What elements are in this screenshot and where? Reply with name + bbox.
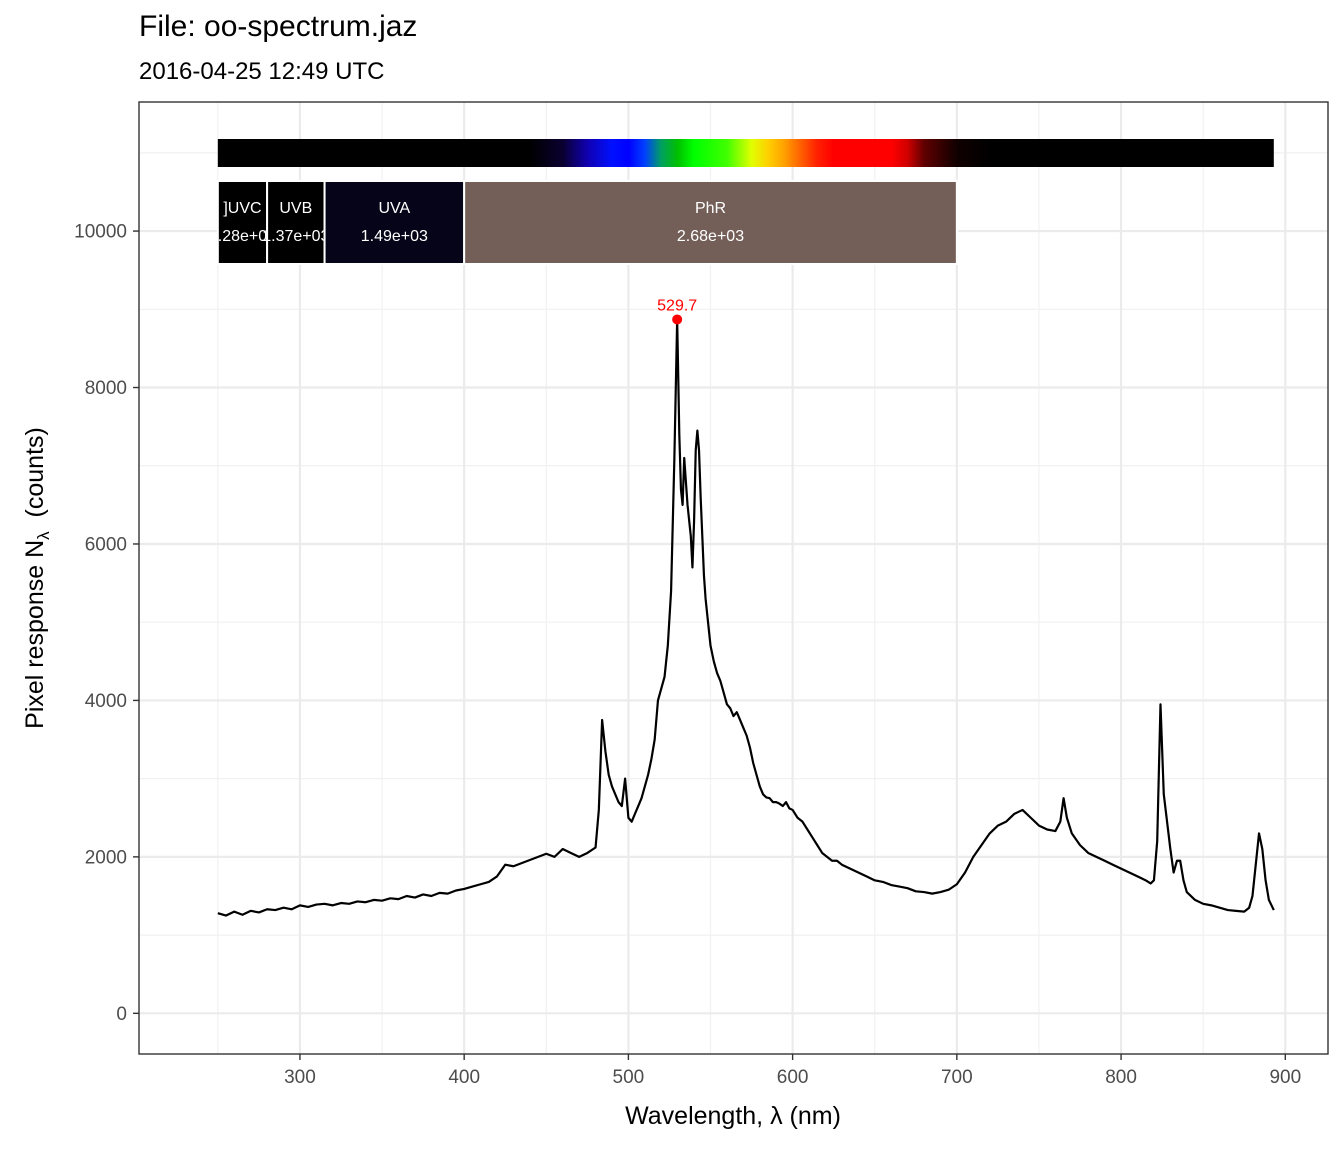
band-value-uva: 1.49e+03 bbox=[361, 228, 428, 245]
band-value-uvb: 1.37e+03 bbox=[262, 228, 329, 245]
y-tick-label: 6000 bbox=[85, 534, 127, 555]
visible-spectrum-bar bbox=[217, 139, 1274, 167]
x-tick-label: 500 bbox=[613, 1067, 645, 1088]
x-tick-label: 300 bbox=[284, 1067, 316, 1088]
band-label-uva: UVA bbox=[379, 200, 411, 217]
waveband-boxes: ]UVC .28e+0 UVB 1.37e+03 UVA 1.49e+03 PhR 2.68e… bbox=[216, 180, 958, 265]
y-axis-title-subscript: λ bbox=[34, 531, 53, 540]
y-tick-label: 10000 bbox=[74, 222, 127, 243]
band-box-uva bbox=[323, 180, 466, 265]
series-layer bbox=[217, 318, 1275, 917]
band-box-uvb bbox=[266, 180, 326, 265]
peak-point bbox=[672, 314, 683, 325]
y-axis-title-unit: (counts) bbox=[21, 427, 49, 531]
x-axis-title: Wavelength, λ (nm) bbox=[625, 1102, 841, 1130]
y-axis: 0 2000 4000 6000 8000 10000 bbox=[74, 222, 139, 1025]
y-tick-label: 8000 bbox=[85, 378, 127, 399]
y-axis-title-main: Pixel response N bbox=[21, 540, 49, 729]
band-label-uvb: UVB bbox=[279, 200, 312, 217]
peak-layer: 529.7 bbox=[657, 297, 697, 325]
chart-subtitle: 2016-04-25 12:49 UTC bbox=[139, 58, 385, 85]
x-tick-label: 800 bbox=[1105, 1067, 1137, 1088]
y-tick-label: 2000 bbox=[85, 847, 127, 868]
band-label-phr: PhR bbox=[695, 200, 726, 217]
peak-label: 529.7 bbox=[657, 297, 697, 314]
band-label-uvc: ]UVC bbox=[223, 200, 261, 217]
y-axis-title: Pixel response Nλ (counts) bbox=[21, 427, 53, 729]
x-axis: 300 400 500 600 700 800 900 bbox=[284, 1054, 1301, 1088]
x-tick-label: 700 bbox=[941, 1067, 973, 1088]
x-tick-label: 900 bbox=[1269, 1067, 1301, 1088]
band-value-uvc: .28e+0 bbox=[218, 228, 267, 245]
chart-title: File: oo-spectrum.jaz bbox=[139, 10, 418, 43]
band-box-uvc bbox=[216, 180, 269, 265]
band-value-phr: 2.68e+03 bbox=[677, 228, 744, 245]
spectrum-line bbox=[217, 318, 1275, 917]
y-tick-label: 0 bbox=[116, 1004, 127, 1025]
y-tick-label: 4000 bbox=[85, 691, 127, 712]
x-tick-label: 600 bbox=[777, 1067, 809, 1088]
band-box-phr bbox=[463, 180, 958, 265]
plot-border bbox=[138, 101, 1329, 1055]
x-tick-label: 400 bbox=[448, 1067, 480, 1088]
